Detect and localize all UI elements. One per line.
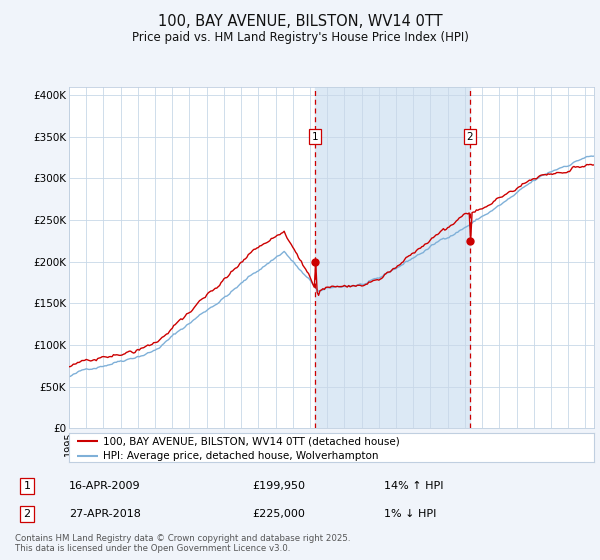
Text: HPI: Average price, detached house, Wolverhampton: HPI: Average price, detached house, Wolv… <box>103 451 379 460</box>
Text: £225,000: £225,000 <box>252 509 305 519</box>
Text: 100, BAY AVENUE, BILSTON, WV14 0TT: 100, BAY AVENUE, BILSTON, WV14 0TT <box>158 14 442 29</box>
Text: Contains HM Land Registry data © Crown copyright and database right 2025.
This d: Contains HM Land Registry data © Crown c… <box>15 534 350 553</box>
Text: 2: 2 <box>23 509 31 519</box>
Text: 1% ↓ HPI: 1% ↓ HPI <box>384 509 436 519</box>
Text: 27-APR-2018: 27-APR-2018 <box>69 509 141 519</box>
Text: 2: 2 <box>467 132 473 142</box>
Text: 16-APR-2009: 16-APR-2009 <box>69 481 140 491</box>
Bar <box>315 87 470 428</box>
Text: £199,950: £199,950 <box>252 481 305 491</box>
Text: 100, BAY AVENUE, BILSTON, WV14 0TT (detached house): 100, BAY AVENUE, BILSTON, WV14 0TT (deta… <box>103 436 400 446</box>
Text: Price paid vs. HM Land Registry's House Price Index (HPI): Price paid vs. HM Land Registry's House … <box>131 31 469 44</box>
Text: 1: 1 <box>311 132 319 142</box>
Text: 1: 1 <box>23 481 31 491</box>
Text: 14% ↑ HPI: 14% ↑ HPI <box>384 481 443 491</box>
